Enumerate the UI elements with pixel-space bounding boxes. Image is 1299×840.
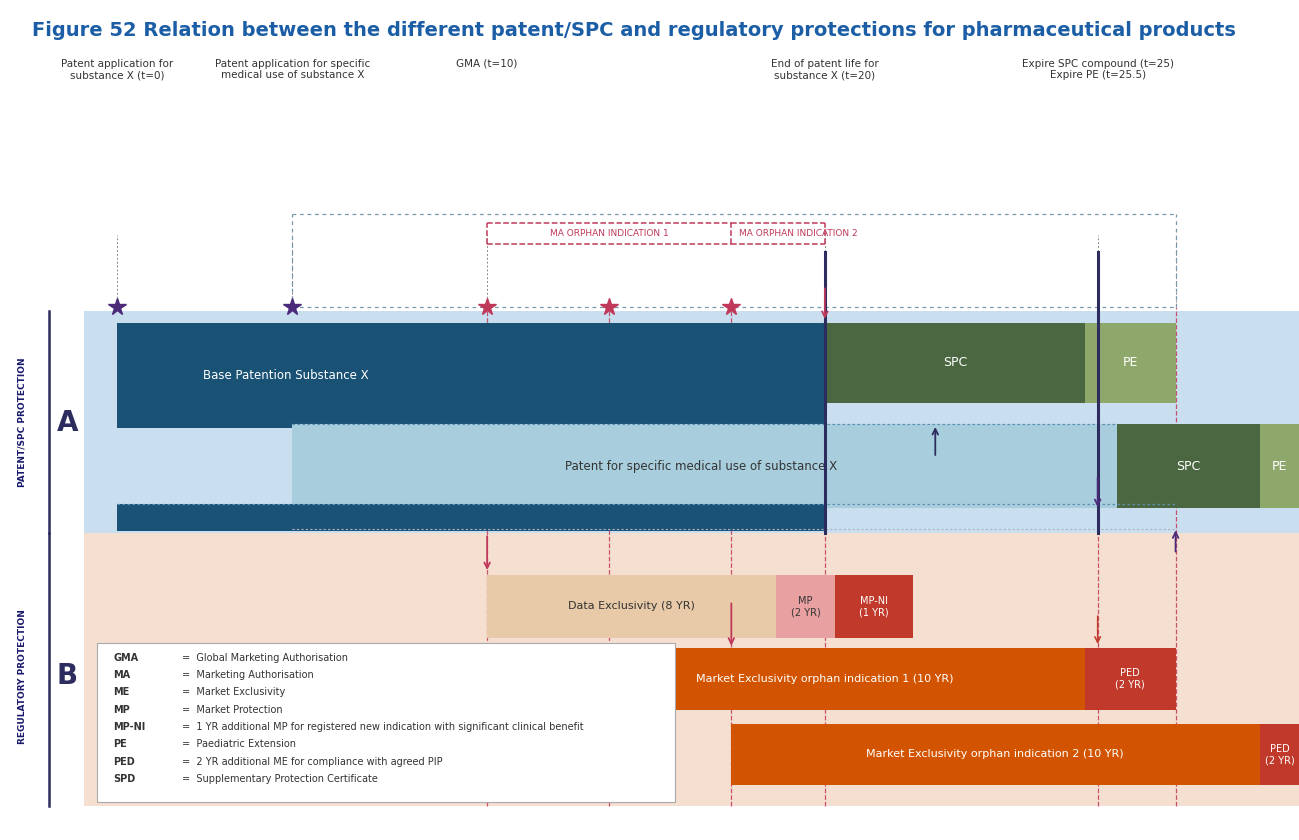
Text: MA: MA bbox=[113, 670, 130, 680]
Text: MA ORPHAN INDICATION 1: MA ORPHAN INDICATION 1 bbox=[549, 228, 669, 238]
Text: Market Exclusivity orphan indication 2 (10 YR): Market Exclusivity orphan indication 2 (… bbox=[866, 749, 1124, 759]
Text: PE: PE bbox=[1122, 356, 1138, 370]
Bar bbox=[1085, 323, 1176, 403]
Bar bbox=[117, 323, 825, 428]
Text: SPC: SPC bbox=[1177, 459, 1200, 473]
Text: =  1 YR additional MP for registered new indication with significant clinical be: = 1 YR additional MP for registered new … bbox=[182, 722, 583, 732]
Text: Base Patention Substance X: Base Patention Substance X bbox=[203, 369, 369, 382]
Bar bbox=[1085, 648, 1176, 710]
Bar bbox=[117, 504, 825, 531]
Bar bbox=[609, 648, 1085, 710]
Text: =  2 YR additional ME for compliance with agreed PIP: = 2 YR additional ME for compliance with… bbox=[182, 757, 443, 767]
Bar bbox=[1117, 424, 1260, 508]
Text: =  Market Exclusivity: = Market Exclusivity bbox=[182, 687, 284, 697]
Bar bbox=[84, 311, 1299, 533]
Text: B: B bbox=[57, 662, 78, 690]
Text: Expire SPC compound (t=25)
Expire PE (t=25.5): Expire SPC compound (t=25) Expire PE (t=… bbox=[1021, 59, 1174, 81]
Text: =  Marketing Authorisation: = Marketing Authorisation bbox=[182, 670, 313, 680]
Bar bbox=[825, 323, 1085, 403]
Bar bbox=[292, 424, 1117, 508]
Text: Patent for specific medical use of substance X: Patent for specific medical use of subst… bbox=[565, 459, 838, 473]
Text: MA ORPHAN INDICATION 2: MA ORPHAN INDICATION 2 bbox=[739, 228, 857, 238]
Text: PE: PE bbox=[1272, 459, 1287, 473]
Bar bbox=[1260, 724, 1299, 785]
Text: Figure 52 Relation between the different patent/SPC and regulatory protections f: Figure 52 Relation between the different… bbox=[32, 21, 1237, 40]
Text: =  Paediatric Extension: = Paediatric Extension bbox=[182, 739, 296, 749]
Text: MP-NI: MP-NI bbox=[113, 722, 145, 732]
Text: Patent application for specific
medical use of substance X: Patent application for specific medical … bbox=[214, 59, 370, 81]
Text: PE: PE bbox=[113, 739, 127, 749]
Bar bbox=[835, 575, 913, 638]
Text: End of patent life for
substance X (t=20): End of patent life for substance X (t=20… bbox=[772, 59, 878, 81]
Text: =  Market Protection: = Market Protection bbox=[182, 705, 282, 715]
Text: Market Exclusivity orphan indication 1 (10 YR): Market Exclusivity orphan indication 1 (… bbox=[696, 674, 953, 684]
Text: Data Exclusivity (8 YR): Data Exclusivity (8 YR) bbox=[568, 601, 695, 612]
Text: =  Supplementary Protection Certificate: = Supplementary Protection Certificate bbox=[182, 774, 378, 784]
Text: ME: ME bbox=[113, 687, 130, 697]
Bar bbox=[731, 724, 1260, 785]
Bar bbox=[97, 643, 675, 802]
Text: PED
(2 YR): PED (2 YR) bbox=[1265, 743, 1294, 765]
Text: A: A bbox=[57, 408, 78, 437]
Bar bbox=[84, 533, 1299, 806]
Text: MP-NI
(1 YR): MP-NI (1 YR) bbox=[860, 596, 889, 617]
Text: MP: MP bbox=[113, 705, 130, 715]
Text: PED
(2 YR): PED (2 YR) bbox=[1116, 668, 1144, 690]
Text: MP
(2 YR): MP (2 YR) bbox=[791, 596, 820, 617]
Text: SPC: SPC bbox=[943, 356, 966, 370]
Text: =  Global Marketing Authorisation: = Global Marketing Authorisation bbox=[182, 653, 348, 663]
Text: REGULATORY PROTECTION: REGULATORY PROTECTION bbox=[18, 609, 26, 743]
Bar bbox=[776, 575, 835, 638]
Bar bbox=[1260, 424, 1299, 508]
Bar bbox=[487, 575, 776, 638]
Text: PATENT/SPC PROTECTION: PATENT/SPC PROTECTION bbox=[18, 358, 26, 487]
Text: GMA (t=10): GMA (t=10) bbox=[456, 59, 518, 69]
Text: GMA: GMA bbox=[113, 653, 138, 663]
Text: SPD: SPD bbox=[113, 774, 135, 784]
Text: Patent application for
substance X (t=0): Patent application for substance X (t=0) bbox=[61, 59, 173, 81]
Text: PED: PED bbox=[113, 757, 135, 767]
